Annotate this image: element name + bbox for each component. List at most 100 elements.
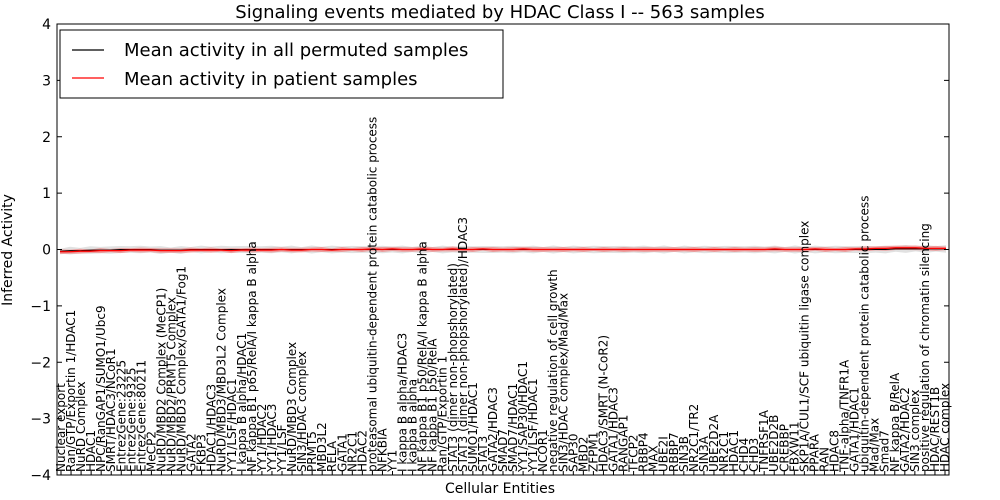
x-tick-label: GATA1/HDAC1 — [848, 387, 862, 472]
x-tick-label: I kappa B alpha/HDAC3 — [396, 333, 410, 472]
x-tick-label: HDAC1 — [84, 430, 98, 472]
x-tick-label: MAX — [647, 445, 661, 472]
x-tick-label: MBD3L2 — [315, 422, 329, 472]
x-tick-label: HDAC/REST1B — [928, 387, 942, 472]
x-tick-label: MBD2 — [576, 437, 590, 472]
x-tick-label: HDAC3/SMRT (N-CoR2) — [596, 335, 610, 472]
x-tick-label: SIN3B — [677, 436, 691, 472]
x-tick-label: NF kappa B/RelA — [888, 372, 902, 472]
x-tick-label: NuRD/MBD2/PRMT5 Complex — [165, 297, 179, 472]
x-tick-label: HDAC1 — [727, 430, 741, 472]
y-tick-label: 3 — [42, 73, 51, 89]
y-tick-label: −3 — [30, 412, 51, 428]
x-tick-label: SIN3A — [697, 435, 711, 472]
x-tick-label: HDAC1/HDAC3 — [205, 384, 219, 472]
x-tick-label: NR2C1 — [345, 431, 359, 472]
x-tick-label: NuRD/MBD3 Complex — [285, 342, 299, 472]
x-tick-label: NuRD/MBD2 Complex (MeCP1) — [154, 288, 168, 472]
chart-title: Signaling events mediated by HDAC Class … — [235, 2, 764, 23]
x-tick-label: negative regulation of cell growth — [546, 269, 560, 472]
x-tick-label: FBXW11 — [787, 422, 801, 473]
legend: Mean activity in all permuted samples Me… — [59, 29, 504, 99]
x-tick-label: NPC/RanGAP1/SUMO1/Ubc9 — [94, 305, 108, 472]
x-tick-label: UBE2I — [657, 436, 671, 472]
x-tick-label: STAT3 — [476, 436, 490, 472]
x-tick-label: YY1/HDAC2 — [255, 404, 269, 473]
x-tick-label: FKBP3 — [195, 434, 209, 472]
x-tick-label: I kappa B alpha/HDAC1 — [235, 333, 249, 472]
x-tick-label: PRMT5 — [305, 431, 319, 472]
x-axis-label: Cellular Entities — [445, 481, 555, 497]
x-tick-label: EntrezGene:80211 — [134, 360, 148, 472]
x-tick-label: TNFRSF1A — [757, 409, 771, 473]
x-tick-label: Ran/GTP/Exportin 1 — [436, 356, 450, 472]
x-tick-label: YY1/LSF/HDAC1 — [526, 378, 540, 473]
x-tick-label: RANGAP1 — [617, 415, 631, 472]
y-tick-label: 1 — [42, 186, 51, 202]
patient-series-line — [60, 247, 946, 253]
y-tick-label: 0 — [42, 243, 51, 259]
x-tick-label: RELA — [325, 440, 339, 472]
y-tick-label: 2 — [42, 130, 51, 146]
legend-label-patient: Mean activity in patient samples — [124, 69, 418, 90]
x-tick-label: SAP30 — [566, 433, 580, 472]
x-tick-label: EntrezGene:9325 — [124, 368, 138, 473]
x-tick-label: NF kappa B1 p50/RelA/I kappa B alpha — [416, 241, 430, 472]
x-tick-label: STAT3 (dimer non-phopshorylated)/HDAC3 — [456, 217, 470, 472]
x-tick-label: Mad/Max — [868, 418, 882, 472]
x-tick-label: MeCP2 — [144, 431, 158, 472]
x-tick-label: SMAD7/HDAC1 — [506, 383, 520, 472]
x-tick-label: UBE2D2B — [767, 415, 781, 472]
x-tick-label: YY1/LSF — [275, 424, 289, 473]
x-tick-label: YY1/LSF/HDAC1 — [225, 378, 239, 473]
x-tick-label: CREBBP — [777, 424, 791, 472]
x-tick-label: SUMO1/HDAC1 — [466, 382, 480, 472]
x-tick-label: TFCP2 — [627, 435, 641, 473]
x-tick-label: GATA2/HDAC2 — [898, 387, 912, 472]
x-tick-label: positive regulation of chromatin silenci… — [918, 223, 932, 472]
x-tick-label: CHD4 — [737, 438, 751, 472]
x-tick-label: NR2C1/TR2 — [687, 404, 701, 472]
x-tick-label: NR2C1 — [717, 431, 731, 472]
x-tick-label: RBBP7 — [667, 432, 681, 472]
x-tick-label: Smad7 — [878, 430, 892, 472]
x-tick-label: Ran/GTP/Exportin 1/HDAC1 — [64, 310, 78, 472]
x-tick-label: CHD3 — [747, 438, 761, 472]
x-tick-label: UBE2D2A — [707, 414, 721, 472]
y-axis-label: Inferred Activity — [0, 194, 16, 306]
y-tick-label: 4 — [42, 17, 51, 33]
y-tick-label: −1 — [30, 299, 51, 315]
y-tick-label: −2 — [30, 355, 51, 371]
x-tick-label: HDAC2 — [355, 430, 369, 472]
x-tick-label: I kappa B alpha — [406, 379, 420, 472]
y-tick-label: −4 — [30, 468, 51, 484]
x-tick-label: Nuclear export — [54, 383, 68, 472]
legend-label-permuted: Mean activity in all permuted samples — [124, 40, 468, 61]
x-tick-label: NCOR1 — [536, 429, 550, 472]
x-tick-label: RAN — [817, 447, 831, 472]
x-tick-label: SKP1A/CUL1/SCF ubiquitin ligase complex — [797, 221, 811, 472]
x-tick-label: ZFPM1 — [586, 432, 600, 472]
x-tick-label: EntrezGene:23225 — [114, 360, 128, 472]
x-tick-label: ubiquitin-dependent protein catabolic pr… — [858, 196, 872, 472]
x-tick-label: HDAC complex — [938, 383, 952, 472]
x-tick-label: PPARA — [807, 433, 821, 472]
x-tick-label: NFKBIA — [375, 427, 389, 472]
x-tick-label: proteasomal ubiquitin-dependent protein … — [365, 117, 379, 472]
x-tick-label: SIN3/HDAC complex/Mad/Max — [556, 293, 570, 472]
x-tick-label: NF kappa B1 p50/RelA — [426, 338, 440, 472]
x-tick-label: STAT3 (dimer non-phopshorylated) — [446, 263, 460, 472]
x-tick-label: HDAC8 — [828, 430, 842, 472]
y-axis-ticks: −4 −3 −2 −1 0 1 2 3 4 — [30, 17, 949, 484]
x-tick-label: NF kappa B1 p65/RelA/I kappa B alpha — [245, 241, 259, 472]
x-tick-label: SMAD7 — [496, 429, 510, 472]
x-tick-label: SIN3/HDAC complex — [295, 351, 309, 472]
x-tick-label: YY1 — [386, 450, 400, 473]
x-tick-label: GATA1 — [335, 433, 349, 472]
x-tick-label: NuRD Complex — [74, 381, 88, 472]
x-tick-label: GATA2 — [185, 433, 199, 472]
x-tick-label: TNF-alpha/TNFR1A — [838, 359, 852, 473]
x-tick-label: YY1/SAP30/HDAC1 — [516, 361, 530, 473]
